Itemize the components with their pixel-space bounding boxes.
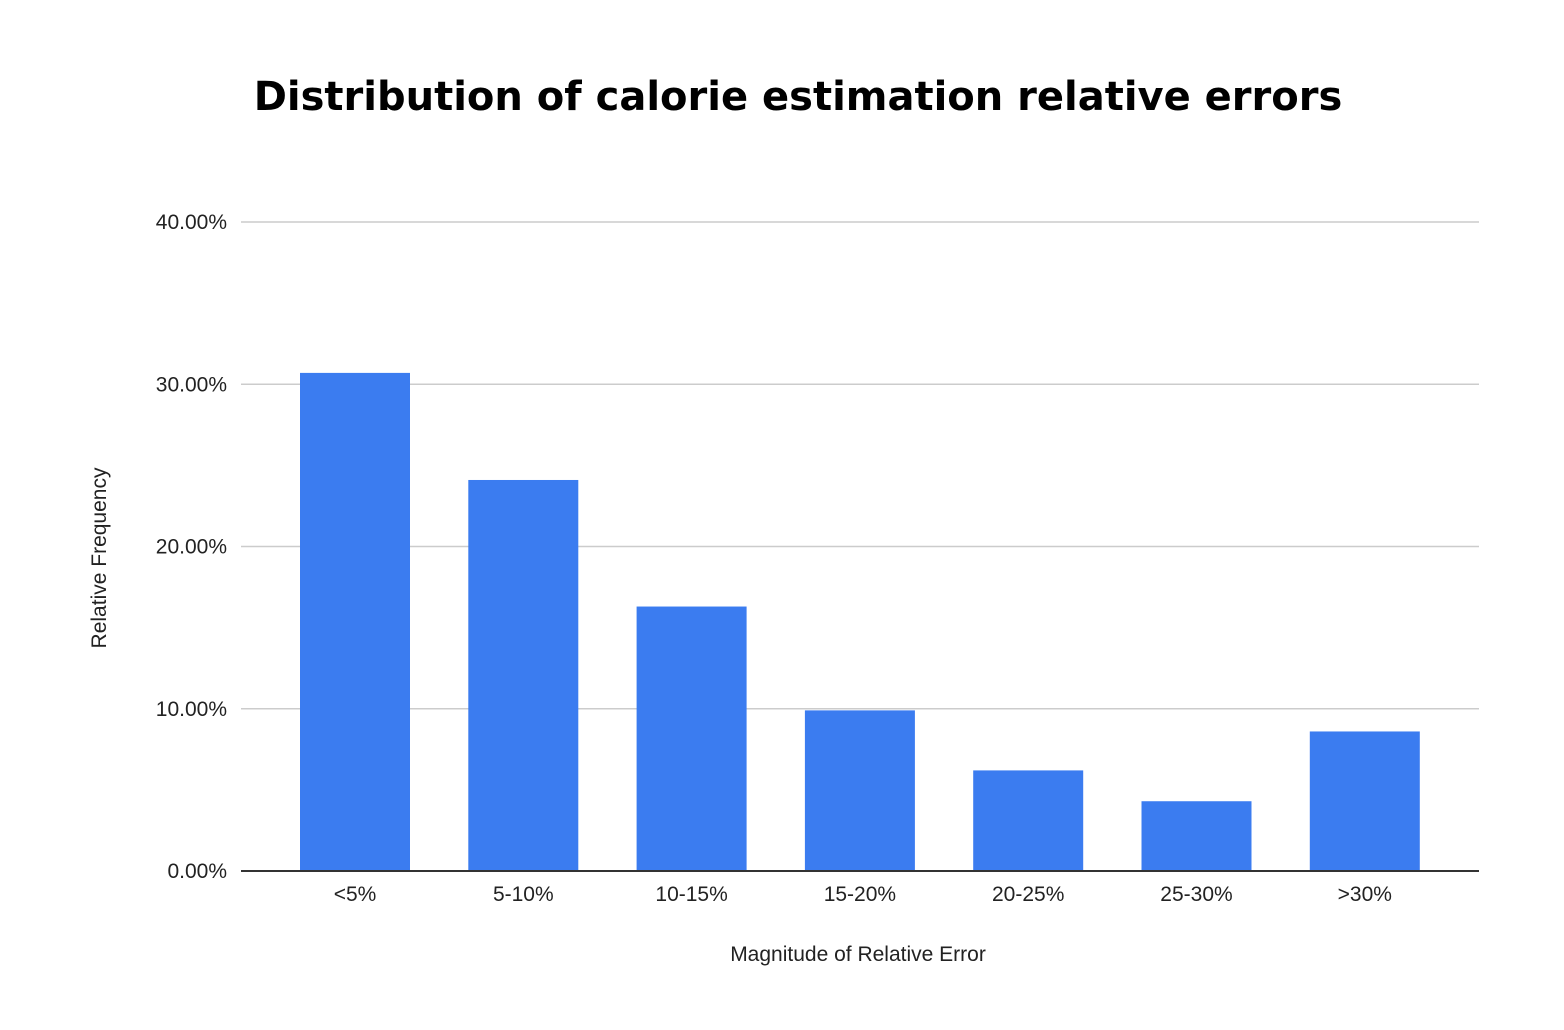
bar <box>1309 731 1420 871</box>
x-tick-label: 5-10% <box>493 883 554 906</box>
x-tick-labels: <5% 5-10% 10-15% 15-20% 20-25% 25-30% >30% <box>334 883 1392 906</box>
y-tick-label: 30.00% <box>156 373 227 396</box>
x-tick-label: 15-20% <box>824 883 896 906</box>
y-tick-labels: 0.00% 10.00% 20.00% 30.00% 40.00% <box>156 211 227 883</box>
bar <box>636 606 747 871</box>
gridlines <box>241 221 1479 710</box>
bar <box>973 770 1084 871</box>
bar <box>300 372 410 871</box>
bar <box>468 479 579 871</box>
y-tick-label: 0.00% <box>167 860 227 883</box>
x-tick-label: 10-15% <box>655 883 727 906</box>
y-tick-label: 10.00% <box>156 698 227 721</box>
y-tick-label: 20.00% <box>156 536 227 559</box>
chart-title: Distribution of calorie estimation relat… <box>254 74 1343 120</box>
bars <box>300 372 1420 871</box>
x-tick-label: 20-25% <box>992 883 1064 906</box>
bar <box>804 710 915 871</box>
y-axis-title: Relative Frequency <box>88 467 111 648</box>
x-axis-title: Magnitude of Relative Error <box>730 943 986 966</box>
x-tick-label: 25-30% <box>1160 883 1232 906</box>
x-tick-label: <5% <box>334 883 377 906</box>
y-tick-label: 40.00% <box>156 211 227 234</box>
x-tick-label: >30% <box>1338 883 1392 906</box>
bar <box>1141 801 1252 871</box>
